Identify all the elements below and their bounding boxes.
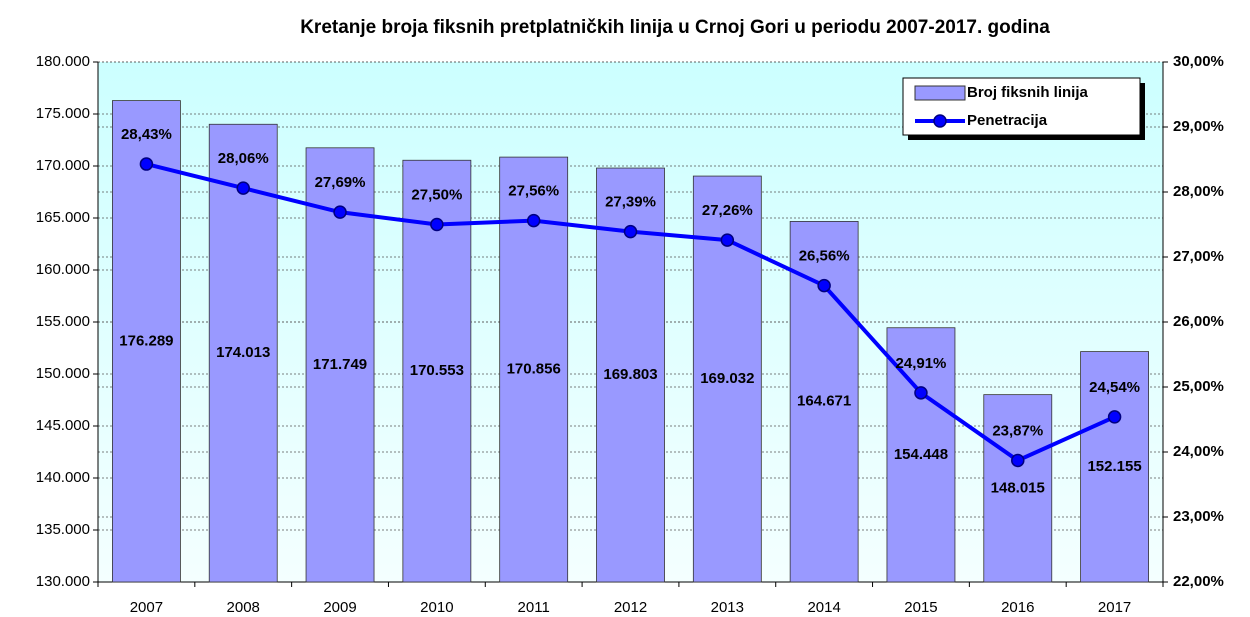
bar-value-label: 154.448 [894, 446, 948, 463]
bar-value-label: 152.155 [1087, 458, 1141, 475]
line-value-label: 27,50% [411, 186, 462, 203]
y-tick-label: 155.000 [36, 313, 90, 330]
y-tick-label: 180.000 [36, 53, 90, 70]
line-value-label: 27,69% [315, 174, 366, 191]
bar-value-label: 176.289 [119, 332, 173, 349]
bar [1080, 351, 1149, 583]
bar-value-label: 171.749 [313, 356, 367, 373]
bar-value-label: 169.803 [603, 366, 657, 383]
line-marker [1107, 410, 1122, 424]
legend-swatch [933, 114, 947, 128]
line-marker [430, 217, 444, 232]
line-marker [236, 181, 250, 195]
x-tick-label: 2007 [130, 599, 163, 616]
y2-tick-label: 25,00% [1173, 378, 1224, 395]
line-marker [817, 278, 831, 293]
legend-label: Penetracija [967, 112, 1048, 129]
y-tick-label: 175.000 [36, 105, 90, 122]
bar-value-label: 169.032 [700, 370, 754, 387]
line-value-label: 28,06% [218, 150, 269, 167]
line-value-label: 27,56% [508, 183, 559, 200]
line-value-label: 28,43% [121, 126, 172, 143]
bar-value-label: 148.015 [991, 479, 1045, 496]
legend-swatch [914, 85, 966, 101]
line-marker [333, 205, 347, 219]
line-marker [1011, 453, 1025, 468]
x-tick-label: 2008 [227, 599, 260, 616]
bar-value-label: 174.013 [216, 344, 270, 361]
y2-tick-label: 29,00% [1173, 118, 1224, 135]
y2-tick-label: 24,00% [1173, 443, 1224, 460]
y-tick-label: 145.000 [36, 417, 90, 434]
line-value-label: 26,56% [799, 248, 850, 265]
y2-tick-label: 28,00% [1173, 183, 1224, 200]
line-marker [720, 233, 735, 247]
line-value-label: 24,91% [896, 355, 947, 372]
y-tick-label: 170.000 [36, 157, 90, 174]
line-value-label: 23,87% [992, 422, 1043, 439]
line-marker [139, 157, 154, 171]
y-tick-label: 160.000 [36, 261, 90, 278]
x-tick-label: 2009 [323, 599, 356, 616]
y2-tick-label: 30,00% [1173, 53, 1224, 70]
line-marker [526, 213, 541, 228]
x-tick-label: 2014 [807, 599, 840, 616]
x-tick-label: 2013 [711, 599, 744, 616]
bar-value-label: 164.671 [797, 393, 851, 410]
bar [208, 123, 278, 583]
bar-value-label: 170.553 [410, 362, 464, 379]
x-tick-label: 2017 [1098, 599, 1131, 616]
x-tick-label: 2012 [614, 599, 647, 616]
y-tick-label: 150.000 [36, 365, 90, 382]
line-marker [623, 224, 638, 239]
line-value-label: 27,26% [702, 202, 753, 219]
bar [499, 156, 569, 583]
bar-value-label: 170.856 [507, 361, 561, 378]
x-tick-label: 2010 [420, 599, 453, 616]
y-tick-label: 130.000 [36, 573, 90, 590]
x-tick-label: 2015 [904, 599, 937, 616]
line-value-label: 24,54% [1089, 379, 1140, 396]
y-tick-label: 165.000 [36, 209, 90, 226]
y2-tick-label: 26,00% [1173, 313, 1224, 330]
y-tick-label: 140.000 [36, 469, 90, 486]
y2-tick-label: 27,00% [1173, 248, 1224, 265]
legend-label: Broj fiksnih linija [967, 84, 1089, 101]
bar [983, 394, 1053, 583]
line-marker [914, 386, 928, 400]
y-tick-label: 135.000 [36, 521, 90, 538]
x-tick-label: 2016 [1001, 599, 1034, 616]
line-value-label: 27,39% [605, 194, 656, 211]
chart-title: Kretanje broja fiksnih pretplatničkih li… [300, 17, 1050, 38]
x-tick-label: 2011 [518, 599, 550, 616]
y2-tick-label: 23,00% [1173, 508, 1224, 525]
bar [112, 100, 181, 583]
bar [305, 147, 375, 583]
y2-tick-label: 22,00% [1173, 573, 1224, 590]
